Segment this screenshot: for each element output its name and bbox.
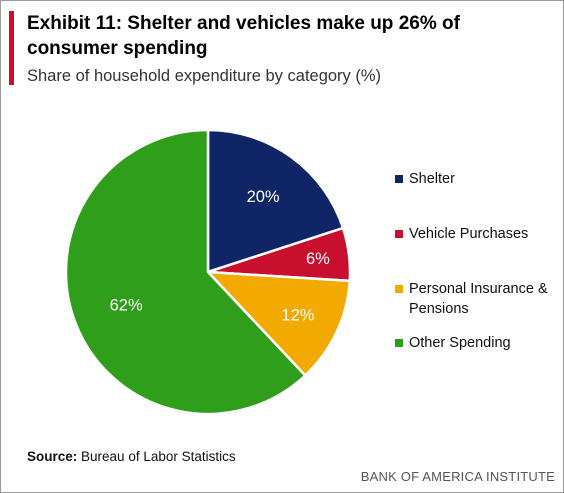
legend-label-shelter: Shelter — [409, 171, 455, 187]
source-label: Source: — [27, 449, 78, 464]
slice-label-personal-insurance: 12% — [281, 306, 314, 324]
legend-swatch-shelter — [395, 175, 403, 183]
chart-title: Exhibit 11: Shelter and vehicles make up… — [27, 13, 460, 59]
source-note: Source: Bureau of Labor Statistics — [27, 449, 236, 464]
slice-label-vehicle-purchases: 6% — [306, 250, 330, 268]
legend-label-vehicle-purchases: Vehicle Purchases — [409, 226, 529, 242]
brand-mark: BANK OF AMERICA INSTITUTE — [360, 469, 555, 484]
legend-label-personal-insurance: Personal Insurance & Pensions — [409, 281, 548, 317]
legend-label-other-spending: Other Spending — [409, 335, 511, 351]
slice-shelter — [206, 128, 345, 274]
slice-label-other-spending: 62% — [110, 296, 143, 314]
legend-swatch-personal-insurance — [395, 285, 403, 293]
accent-bar — [9, 11, 14, 85]
slice-personal-insurance — [206, 270, 351, 377]
slice-other-spending — [64, 128, 307, 416]
chart-subtitle: Share of household expenditure by catego… — [27, 67, 382, 85]
source-text: Bureau of Labor Statistics — [81, 449, 236, 464]
legend-swatch-other-spending — [395, 339, 403, 347]
legend-swatch-vehicle-purchases — [395, 230, 403, 238]
slice-label-shelter: 20% — [247, 188, 280, 206]
